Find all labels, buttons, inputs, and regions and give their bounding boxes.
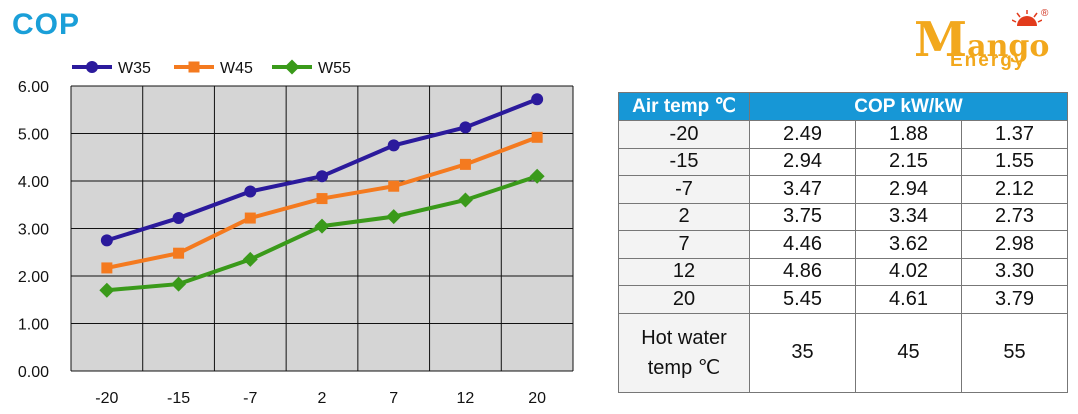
data-point-w45: [531, 131, 543, 143]
x-tick-label: 7: [389, 390, 398, 407]
x-tick-label: -20: [95, 390, 118, 407]
y-tick-label: 2.00: [18, 269, 49, 286]
table-row-hot-water: Hot water temp ℃ 35 45 55: [618, 312, 1068, 393]
air-temp-cell: 7: [618, 230, 750, 259]
data-point-w55: [242, 251, 258, 267]
cop-value-cell: 5.45: [749, 285, 856, 314]
legend-marker-w35: [86, 61, 98, 73]
cop-value-cell: 1.37: [961, 120, 1068, 149]
data-point-w35: [244, 185, 257, 198]
air-temp-cell: 2: [618, 202, 750, 231]
y-tick-label: 1.00: [18, 317, 49, 334]
cop-value-cell: 4.46: [749, 230, 856, 259]
cop-line-chart: 0.00 1.00 2.00 3.00 4.00 5.00 6.00 -20 -15 -7 2 7 12…: [18, 59, 574, 407]
cop-value-cell: 3.62: [855, 230, 962, 259]
x-tick-label: -15: [167, 390, 190, 407]
air-temp-cell: -15: [618, 147, 750, 176]
cop-value-cell: 3.34: [855, 202, 962, 231]
data-point-w35: [531, 93, 544, 106]
data-point-w55: [99, 282, 115, 298]
table-header-row: Air temp ℃ COP kW/kW: [618, 92, 1068, 121]
data-point-w55: [171, 276, 187, 292]
data-point-w55: [386, 209, 402, 225]
legend-label: W35: [118, 60, 151, 77]
logo-letter-m: M: [914, 12, 968, 68]
cop-value-cell: 3.47: [749, 175, 856, 204]
data-point-w55: [457, 192, 473, 208]
table-row: -7 3.47 2.94 2.12: [618, 175, 1068, 204]
data-point-w45: [244, 212, 256, 224]
cop-value-cell: 4.86: [749, 257, 856, 286]
page-title: COP: [12, 8, 81, 41]
data-point-w45: [388, 180, 400, 192]
hot-water-label-line1: Hot water: [641, 326, 727, 349]
cop-value-cell: 2.12: [961, 175, 1068, 204]
x-tick-label: 20: [528, 390, 546, 407]
y-tick-label: 3.00: [18, 222, 49, 239]
legend-label: W45: [220, 60, 253, 77]
logo-wordmark: Mango: [914, 16, 1049, 64]
data-point-w45: [101, 262, 113, 274]
data-point-w45: [316, 193, 328, 205]
data-point-w45: [173, 247, 185, 259]
hot-water-temp-cell: 55: [961, 312, 1068, 393]
registered-mark: ®: [1041, 8, 1049, 19]
air-temp-cell: -7: [618, 175, 750, 204]
y-tick-label: 4.00: [18, 174, 49, 191]
table-row: 20 5.45 4.61 3.79: [618, 285, 1068, 314]
cop-value-cell: 2.49: [749, 120, 856, 149]
cop-table: Air temp ℃ COP kW/kW -20 2.49 1.88 1.37 -15 2…: [618, 92, 1068, 393]
cop-value-cell: 2.15: [855, 147, 962, 176]
logo-text-ango: ango: [967, 29, 1050, 64]
data-point-w35: [387, 139, 400, 152]
y-tick-label: 0.00: [18, 364, 49, 381]
cop-value-cell: 3.75: [749, 202, 856, 231]
logo-text-energy: Energy: [950, 50, 1027, 71]
x-tick-label: 12: [457, 390, 475, 407]
cop-value-cell: 2.73: [961, 202, 1068, 231]
table-row: 12 4.86 4.02 3.30: [618, 257, 1068, 286]
y-tick-label: 6.00: [18, 79, 49, 96]
x-tick-label: 2: [318, 390, 327, 407]
table-row: -15 2.94 2.15 1.55: [618, 147, 1068, 176]
cop-value-cell: 2.94: [749, 147, 856, 176]
table-row: -20 2.49 1.88 1.37: [618, 120, 1068, 149]
table-row: 7 4.46 3.62 2.98: [618, 230, 1068, 259]
cop-value-cell: 2.98: [961, 230, 1068, 259]
data-point-w35: [100, 234, 113, 247]
legend-marker-w45: [188, 61, 200, 73]
legend-label: W55: [318, 60, 351, 77]
header-cop: COP kW/kW: [749, 92, 1068, 121]
data-point-w35: [172, 212, 185, 225]
table-row: 2 3.75 3.34 2.73: [618, 202, 1068, 231]
data-point-w55: [529, 168, 545, 184]
header-air-temp: Air temp ℃: [618, 92, 750, 121]
sun-icon: [1012, 10, 1042, 26]
data-point-w35: [459, 121, 472, 134]
hot-water-label-line2: temp ℃: [647, 356, 721, 379]
y-tick-label: 5.00: [18, 127, 49, 144]
hot-water-label: Hot water temp ℃: [618, 312, 750, 393]
air-temp-cell: 12: [618, 257, 750, 286]
data-point-w55: [314, 218, 330, 234]
data-point-w45: [459, 158, 471, 170]
cop-value-cell: 4.61: [855, 285, 962, 314]
hot-water-temp-cell: 35: [749, 312, 856, 393]
cop-value-cell: 3.79: [961, 285, 1068, 314]
data-point-w35: [316, 170, 328, 183]
air-temp-cell: 20: [618, 285, 750, 314]
hot-water-temp-cell: 45: [855, 312, 962, 393]
cop-value-cell: 3.30: [961, 257, 1068, 286]
x-tick-label: -7: [243, 390, 257, 407]
cop-value-cell: 1.88: [855, 120, 962, 149]
cop-value-cell: 4.02: [855, 257, 962, 286]
air-temp-cell: -20: [618, 120, 750, 149]
mango-energy-logo: Mango Energy ®: [910, 8, 1070, 78]
cop-value-cell: 1.55: [961, 147, 1068, 176]
legend-marker-w55: [284, 59, 300, 75]
cop-value-cell: 2.94: [855, 175, 962, 204]
